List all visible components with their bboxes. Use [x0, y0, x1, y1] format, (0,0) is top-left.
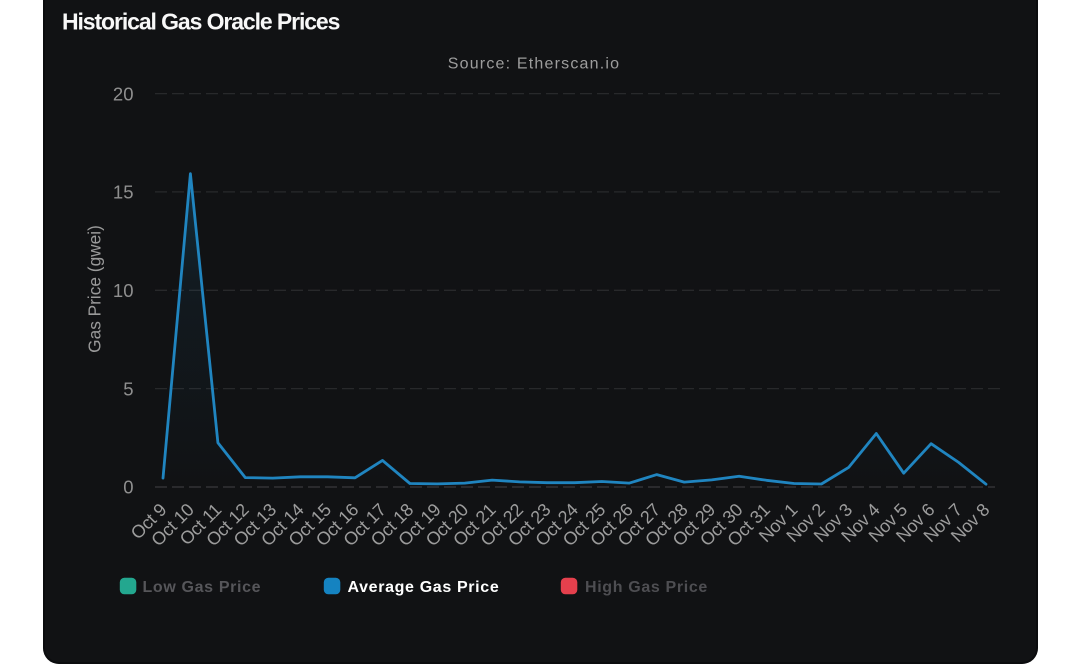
svg-text:Gas Price (gwei): Gas Price (gwei)	[84, 225, 104, 353]
svg-text:5: 5	[123, 378, 133, 399]
svg-text:10: 10	[113, 280, 134, 301]
svg-text:High Gas Price: High Gas Price	[585, 579, 708, 596]
svg-text:15: 15	[113, 182, 134, 203]
svg-text:Average Gas Price: Average Gas Price	[348, 579, 500, 596]
svg-text:Low Gas Price: Low Gas Price	[143, 579, 262, 596]
svg-text:0: 0	[123, 477, 133, 498]
svg-text:Source: Etherscan.io: Source: Etherscan.io	[448, 56, 621, 73]
svg-text:20: 20	[113, 83, 134, 104]
svg-text:Historical Gas Oracle Prices: Historical Gas Oracle Prices	[62, 9, 340, 35]
